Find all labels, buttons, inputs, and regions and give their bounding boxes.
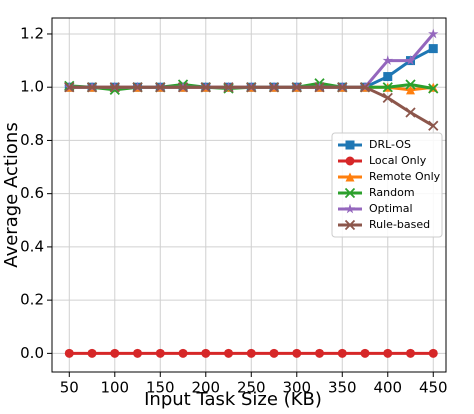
marker <box>428 348 438 358</box>
y-tick-label: 0.2 <box>20 291 44 309</box>
marker <box>382 82 393 93</box>
marker <box>344 187 356 199</box>
marker <box>405 107 416 118</box>
marker <box>405 55 416 65</box>
marker <box>345 156 355 166</box>
marker <box>428 83 439 94</box>
marker <box>64 82 75 93</box>
marker <box>428 28 439 39</box>
legend-label: Remote Only <box>369 170 441 183</box>
marker <box>359 82 371 93</box>
x-tick-label: 100 <box>100 379 129 397</box>
marker <box>292 348 302 358</box>
marker <box>178 348 188 358</box>
x-tick-label: 250 <box>237 379 266 397</box>
marker <box>291 82 302 93</box>
marker <box>406 85 416 95</box>
marker <box>177 82 189 93</box>
marker <box>200 82 211 93</box>
legend-box <box>331 132 443 238</box>
marker <box>337 82 348 93</box>
legend-label: Rule-based <box>369 218 430 231</box>
marker <box>344 219 356 231</box>
marker <box>201 348 211 358</box>
marker <box>86 82 98 93</box>
marker <box>382 92 393 103</box>
marker <box>360 348 370 358</box>
marker <box>315 348 325 358</box>
marker <box>246 82 257 93</box>
x-tick-label: 450 <box>419 379 448 397</box>
y-tick-label: 0.6 <box>20 184 44 202</box>
x-tick-label: 50 <box>60 379 79 397</box>
y-tick-label: 1.0 <box>20 78 44 96</box>
marker <box>132 82 143 93</box>
x-tick-label: 150 <box>146 379 175 397</box>
marker <box>383 348 393 358</box>
marker <box>110 348 120 358</box>
marker <box>268 82 280 93</box>
marker <box>428 120 439 131</box>
legend-label: Random <box>369 186 415 199</box>
marker <box>155 82 166 93</box>
marker <box>64 348 74 358</box>
marker <box>133 348 143 358</box>
marker <box>269 348 279 358</box>
marker <box>428 44 438 54</box>
legend-label: Local Only <box>369 154 427 167</box>
legend-label: DRL-OS <box>369 138 411 151</box>
x-tick-label: 200 <box>191 379 220 397</box>
y-tick-label: 0.8 <box>20 131 44 149</box>
x-axis-label: Input Task Size (KB) <box>144 389 322 410</box>
plot-frame <box>51 17 447 373</box>
y-tick-label: 0.0 <box>20 344 44 362</box>
marker <box>405 79 416 90</box>
marker <box>314 82 325 93</box>
marker <box>382 55 393 65</box>
y-tick-label: 1.2 <box>20 24 44 42</box>
y-axis-label: Average Actions <box>1 122 22 267</box>
marker <box>337 348 347 358</box>
y-tick-label: 0.4 <box>20 237 44 255</box>
legend-label: Optimal <box>369 202 413 215</box>
marker <box>345 140 355 150</box>
marker <box>345 172 355 182</box>
x-tick-label: 300 <box>282 379 311 397</box>
marker <box>155 348 165 358</box>
x-tick-label: 400 <box>373 379 402 397</box>
marker <box>87 348 97 358</box>
marker <box>383 72 393 82</box>
marker <box>246 348 256 358</box>
marker <box>406 348 416 358</box>
marker <box>224 348 234 358</box>
marker <box>223 82 234 93</box>
marker <box>344 203 356 214</box>
x-tick-label: 350 <box>328 379 357 397</box>
marker <box>109 82 120 93</box>
